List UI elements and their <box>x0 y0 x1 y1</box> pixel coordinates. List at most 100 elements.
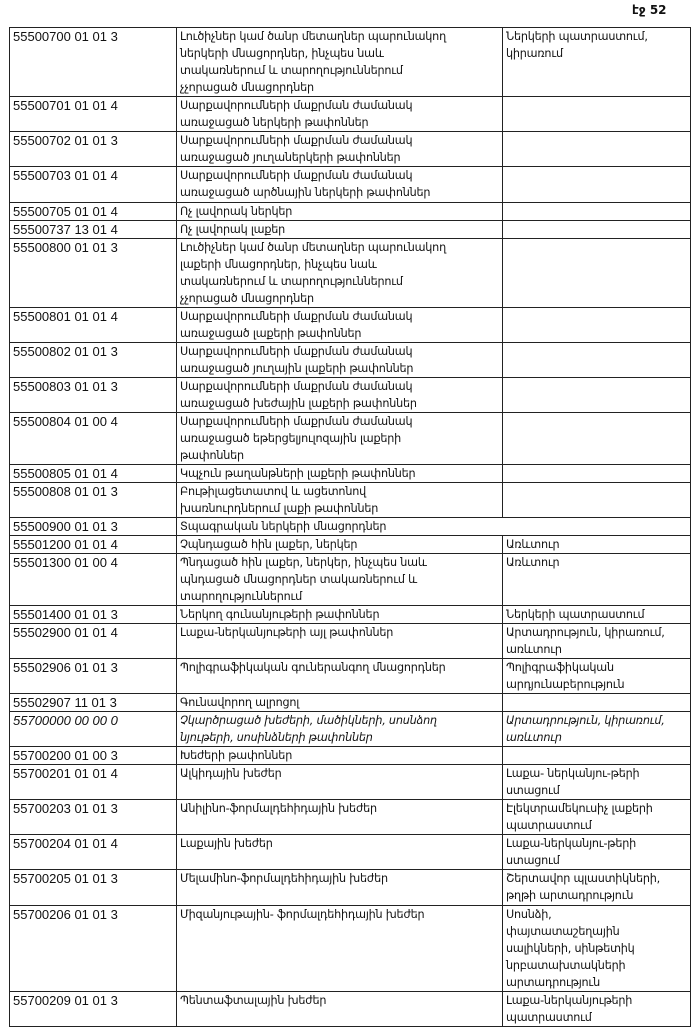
name-cell: Չկարծրացած խեժերի, մածիկների, սոսնձող նյ… <box>176 711 503 747</box>
page-number: էջ 52 <box>632 3 667 17</box>
name-cell: Պոլիգրաֆիկական գուներանգող մնացորդներ <box>176 658 503 694</box>
code-cell: 55500701 01 01 4 <box>9 96 177 132</box>
name-cell: Անիլինո-ֆորմալդեհիդային խեժեր <box>176 799 503 835</box>
code-cell: 55500804 01 00 4 <box>9 412 177 465</box>
table-row: 55500700 01 01 3 Լուծիչներ կամ ծանր մետաղ… <box>9 27 691 97</box>
table-row: 55700205 01 01 3 Մելամինո-ֆորմալդեհիդային… <box>9 869 691 906</box>
name-cell: Սարքավորումների մաքրման ժամանակ առաջացած… <box>176 131 503 167</box>
name-cell: Ալկիդային խեժեր <box>176 764 503 800</box>
code-cell: 55700000 00 00 0 <box>9 711 177 747</box>
code-cell: 55500802 01 01 3 <box>9 342 177 378</box>
code-cell: 55500702 01 01 3 <box>9 131 177 167</box>
table-row: 55500701 01 01 4 Սարքավորումների մաքրման … <box>9 96 691 132</box>
name-cell: Պնդացած հին լաքեր, ներկեր, ինչպես նաև պն… <box>176 553 503 606</box>
name-cell: Մելամինո-ֆորմալդեհիդային խեժեր <box>176 869 503 906</box>
name-cell: Չպնդացած հին լաքեր, ներկեր <box>176 535 503 554</box>
code-cell: 55501200 01 01 4 <box>9 535 177 554</box>
table-row: 55500803 01 01 3 Սարքավորումների մաքրման … <box>9 377 691 413</box>
table-row: 55501400 01 01 3 Ներկող գունանյութերի թափ… <box>9 605 691 624</box>
use-cell <box>502 464 691 483</box>
name-cell: Բութիլացետատով և ացետոնով խառնուրդներում… <box>176 482 503 518</box>
use-cell <box>502 746 691 765</box>
table-row: 55700201 01 01 4 Ալկիդային խեժեր Լաքա- ներ… <box>9 764 691 800</box>
table-row: 55500801 01 01 4 Սարքավորումների մաքրման … <box>9 307 691 343</box>
table-row: 55502900 01 01 4 Լաքա-ներկանյութերի այլ թ… <box>9 623 691 659</box>
code-cell: 55500703 01 01 4 <box>9 166 177 203</box>
use-cell <box>502 220 691 239</box>
use-cell <box>502 131 691 167</box>
name-cell: Խեժերի թափոններ <box>176 746 503 765</box>
use-cell <box>502 693 691 712</box>
name-cell: Ներկող գունանյութերի թափոններ <box>176 605 503 624</box>
code-cell: 55700206 01 01 3 <box>9 905 177 992</box>
name-cell: Պենտաֆտալային խեժեր <box>176 991 503 1027</box>
name-cell: Սարքավորումների մաքրման ժամանակ առաջացած… <box>176 307 503 343</box>
code-cell: 55700200 01 00 3 <box>9 746 177 765</box>
table-row: 55500900 01 01 3 Տպագրական ներկերի մնացոր… <box>9 517 691 536</box>
table-row: 55500804 01 00 4 Սարքավորումների մաքրման … <box>9 412 691 465</box>
name-cell: Լաքա-ներկանյութերի այլ թափոններ <box>176 623 503 659</box>
use-cell: Արտադրություն, կիրառում, առևտուր <box>502 623 691 659</box>
name-cell: Միզանյութային- ֆորմալդեհիդային խեժեր <box>176 905 503 992</box>
code-cell: 55700203 01 01 3 <box>9 799 177 835</box>
table-row: 55501300 01 00 4 Պնդացած հին լաքեր, ներկե… <box>9 553 691 606</box>
table-row: 55700204 01 01 4 Լաքային խեժեր Լաքա-ներկան… <box>9 834 691 870</box>
use-cell: Առևտուր <box>502 553 691 606</box>
table-row: 55500805 01 01 4 Կպչուն թաղանթների լաքերի… <box>9 464 691 483</box>
use-cell: Առևտուր <box>502 535 691 554</box>
name-cell: Սարքավորումների մաքրման ժամանակ առաջացած… <box>176 377 503 413</box>
table-row: 55500808 01 01 3 Բութիլացետատով և ացետոնո… <box>9 482 691 518</box>
table-row: 55700000 00 00 0 Չկարծրացած խեժերի, մածիկ… <box>9 711 691 747</box>
table-row: 55500702 01 01 3 Սարքավորումների մաքրման … <box>9 131 691 167</box>
name-cell: Տպագրական ներկերի մնացորդներ <box>176 517 691 536</box>
use-cell: Շերտավոր պլաստիկների, թղթի արտադրություն <box>502 869 691 906</box>
name-cell: Գունավորող ալրոցոլ <box>176 693 503 712</box>
code-cell: 55502907 11 01 3 <box>9 693 177 712</box>
code-cell: 55500808 01 01 3 <box>9 482 177 518</box>
use-cell: Արտադրություն, կիրառում, առևտուր <box>502 711 691 747</box>
use-cell <box>502 202 691 221</box>
name-cell: Լուծիչներ կամ ծանր մետաղներ պարունակող լ… <box>176 238 503 308</box>
code-cell: 55502906 01 01 3 <box>9 658 177 694</box>
name-cell: Սարքավորումների մաքրման ժամանակ առաջացած… <box>176 96 503 132</box>
table-row: 55501200 01 01 4 Չպնդացած հին լաքեր, ներկ… <box>9 535 691 554</box>
name-cell: Սարքավորումների մաքրման ժամանակ առաջացած… <box>176 166 503 203</box>
code-cell: 55501400 01 01 3 <box>9 605 177 624</box>
name-cell: Սարքավորումների մաքրման ժամանակ առաջացած… <box>176 412 503 465</box>
use-cell: Լաքա-ներկանյութերի պատրաստում <box>502 991 691 1027</box>
use-cell <box>502 482 691 518</box>
name-cell: Կպչուն թաղանթների լաքերի թափոններ <box>176 464 503 483</box>
use-cell: Ներկերի պատրաստում <box>502 605 691 624</box>
use-cell <box>502 377 691 413</box>
use-cell <box>502 342 691 378</box>
name-cell: Ոչ լավորակ լաքեր <box>176 220 503 239</box>
use-cell: Պոլիգրաֆիկական արդյունաբերություն <box>502 658 691 694</box>
code-cell: 55502900 01 01 4 <box>9 623 177 659</box>
table-row: 55502907 11 01 3 Գունավորող ալրոցոլ <box>9 693 691 712</box>
code-cell: 55500900 01 01 3 <box>9 517 177 536</box>
table-body: 55500700 01 01 3 Լուծիչներ կամ ծանր մետաղ… <box>9 27 691 1027</box>
table-row: 55500737 13 01 4 Ոչ լավորակ լաքեր <box>9 220 691 239</box>
code-cell: 55700201 01 01 4 <box>9 764 177 800</box>
use-cell: Ներկերի պատրաստում, կիրառում <box>502 27 691 97</box>
use-cell: Էլեկտրամեկուսիչ լաքերի պատրաստում <box>502 799 691 835</box>
name-cell: Սարքավորումների մաքրման ժամանակ առաջացած… <box>176 342 503 378</box>
waste-classification-table: 55500700 01 01 3 Լուծիչներ կամ ծանր մետաղ… <box>9 27 691 1027</box>
code-cell: 55500805 01 01 4 <box>9 464 177 483</box>
code-cell: 55500700 01 01 3 <box>9 27 177 97</box>
use-cell <box>502 166 691 203</box>
code-cell: 55500800 01 01 3 <box>9 238 177 308</box>
use-cell <box>502 96 691 132</box>
code-cell: 55700205 01 01 3 <box>9 869 177 906</box>
table-row: 55500703 01 01 4 Սարքավորումների մաքրման … <box>9 166 691 203</box>
use-cell: Լաքա-ներկանյու-թերի ստացում <box>502 834 691 870</box>
table-row: 55500705 01 01 4 Ոչ լավորակ ներկեր <box>9 202 691 221</box>
table-row: 55700206 01 01 3 Միզանյութային- ֆորմալդեհ… <box>9 905 691 992</box>
table-row: 55500800 01 01 3 Լուծիչներ կամ ծանր մետաղ… <box>9 238 691 308</box>
table-row: 55502906 01 01 3 Պոլիգրաֆիկական գուներանգ… <box>9 658 691 694</box>
table-row: 55700200 01 00 3 Խեժերի թափոններ <box>9 746 691 765</box>
use-cell: Լաքա- ներկանյու-թերի ստացում <box>502 764 691 800</box>
code-cell: 55500801 01 01 4 <box>9 307 177 343</box>
code-cell: 55500803 01 01 3 <box>9 377 177 413</box>
table-row: 55700203 01 01 3 Անիլինո-ֆորմալդեհիդային … <box>9 799 691 835</box>
